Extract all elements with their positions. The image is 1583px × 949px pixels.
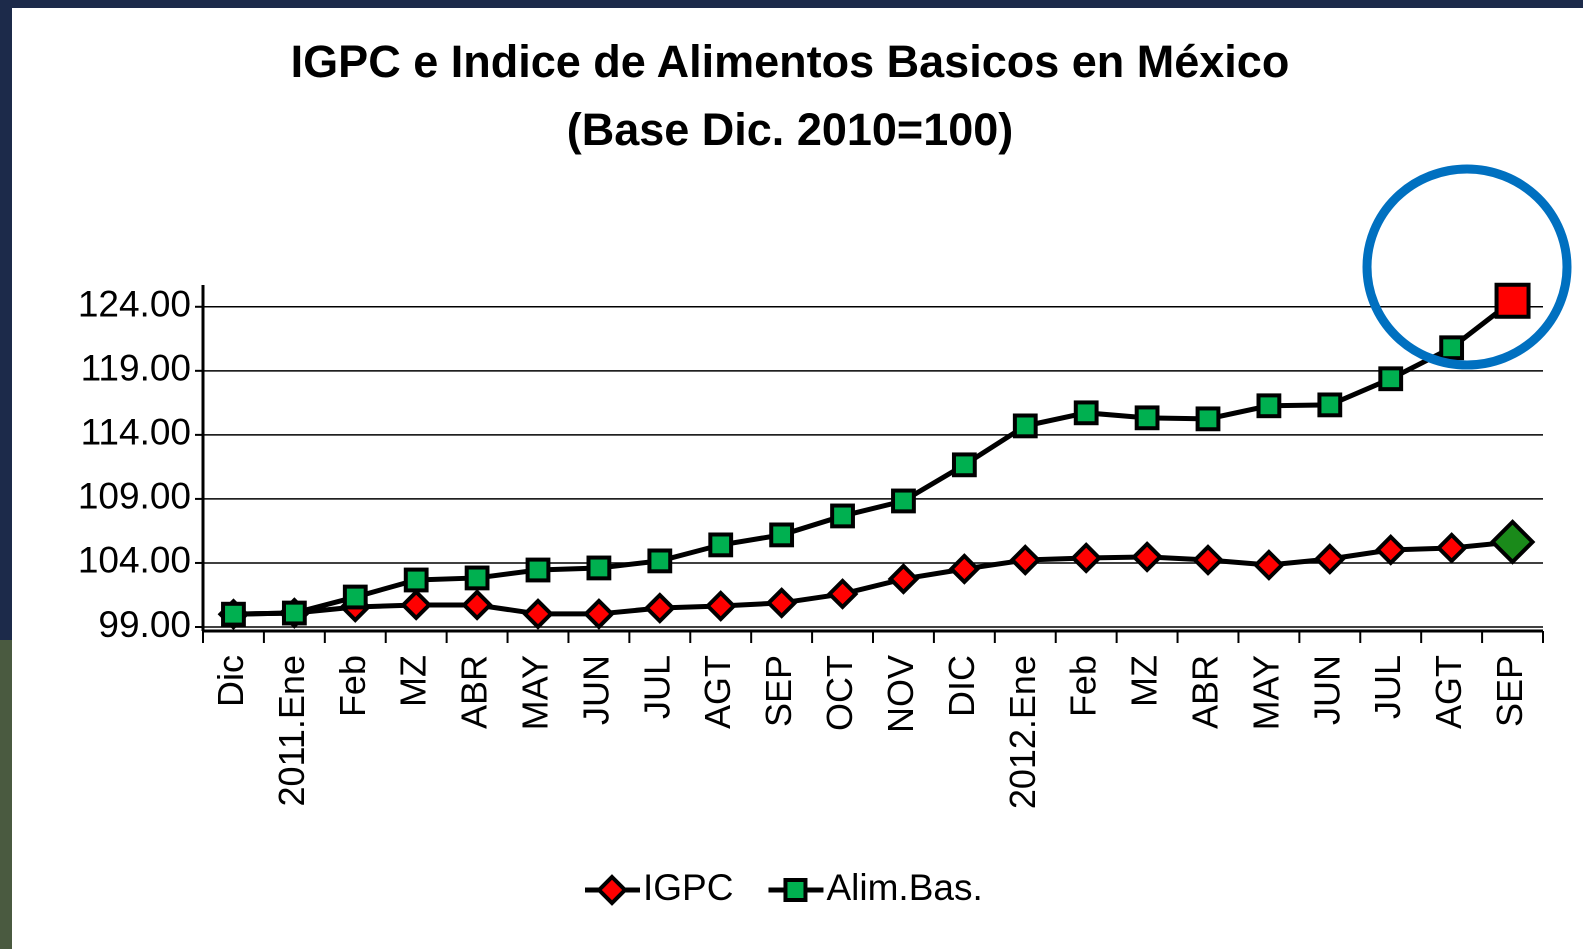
y-tick-label: 114.00 [81, 412, 191, 453]
marker [342, 584, 368, 610]
frame-edge [0, 640, 14, 949]
legend-label: IGPC [643, 867, 733, 908]
marker [522, 598, 554, 630]
marker [951, 452, 977, 478]
x-tick-label: AGT [1428, 655, 1469, 729]
marker [1253, 549, 1285, 581]
x-tick-label: MZ [1124, 655, 1165, 707]
marker [704, 590, 737, 622]
marker [1313, 543, 1346, 575]
marker [1131, 541, 1163, 573]
x-tick-label: MZ [393, 655, 434, 707]
x-tick-label: JUN [575, 655, 616, 725]
marker [1012, 413, 1038, 439]
x-tick-label: NOV [880, 655, 921, 733]
marker [1256, 393, 1282, 419]
legend-label: Alim.Bas. [826, 867, 982, 908]
chart-title: IGPC e Indice de Alimentos Basicos en Mé… [291, 36, 1290, 87]
marker [647, 548, 673, 574]
x-tick-label: SEP [758, 655, 799, 727]
x-tick-label: 2012.Ene [1002, 655, 1043, 809]
x-tick-label: DIC [941, 655, 982, 717]
marker [461, 589, 493, 621]
marker [403, 567, 429, 593]
marker [765, 587, 798, 619]
marker [1195, 406, 1221, 432]
marker [1192, 544, 1224, 576]
x-tick-label: JUL [1367, 655, 1408, 719]
marker [464, 565, 490, 591]
marker [1009, 544, 1042, 576]
x-tick-label: 2011.Ene [271, 655, 312, 806]
marker [1374, 534, 1407, 566]
x-tick-label: JUN [1306, 655, 1347, 725]
x-tick-label: SEP [1489, 655, 1530, 727]
legend: IGPC Alim.Bas. [585, 867, 983, 908]
marker [1070, 542, 1103, 574]
legend-marker [596, 874, 628, 906]
chart-subtitle: (Base Dic. 2010=100) [567, 104, 1014, 155]
x-tick-label: ABR [454, 655, 495, 729]
marker [583, 598, 615, 630]
marker [525, 557, 551, 583]
marker [1317, 392, 1343, 418]
marker [948, 553, 981, 585]
series-line [233, 539, 1513, 617]
y-tick-label: 99.00 [98, 604, 191, 645]
x-tick-label: Feb [1063, 655, 1104, 717]
x-tick-label: ABR [1185, 655, 1226, 729]
marker [1378, 366, 1404, 392]
x-tick-label: Feb [332, 655, 373, 717]
marker [281, 600, 307, 626]
x-tick-label: JUL [636, 655, 677, 719]
marker [826, 578, 859, 610]
y-tick-label: 119.00 [81, 348, 191, 389]
marker [1134, 405, 1160, 431]
marker [830, 503, 855, 529]
marker [1489, 519, 1536, 565]
marker [400, 589, 433, 621]
x-tick-label: OCT [819, 655, 860, 731]
chart-area [12, 8, 1583, 949]
marker [769, 522, 795, 548]
highlight-circle [1362, 164, 1572, 370]
marker [643, 592, 676, 624]
marker [708, 532, 734, 558]
marker [221, 601, 246, 627]
marker [1073, 400, 1099, 426]
y-tick-label: 109.00 [78, 476, 191, 517]
x-tick-label: MAY [1245, 655, 1286, 730]
marker [1439, 335, 1465, 361]
marker [586, 555, 612, 581]
legend-marker [783, 878, 808, 902]
series-line [233, 298, 1515, 617]
x-tick-label: MAY [515, 655, 556, 730]
marker [1494, 282, 1531, 319]
marker [1435, 532, 1468, 564]
x-tick-label: AGT [697, 655, 738, 729]
y-tick-label: 124.00 [78, 284, 191, 325]
marker [887, 563, 920, 595]
marker [891, 488, 916, 514]
x-tick-label: Dic [210, 655, 251, 707]
y-tick-label: 104.00 [78, 540, 191, 581]
